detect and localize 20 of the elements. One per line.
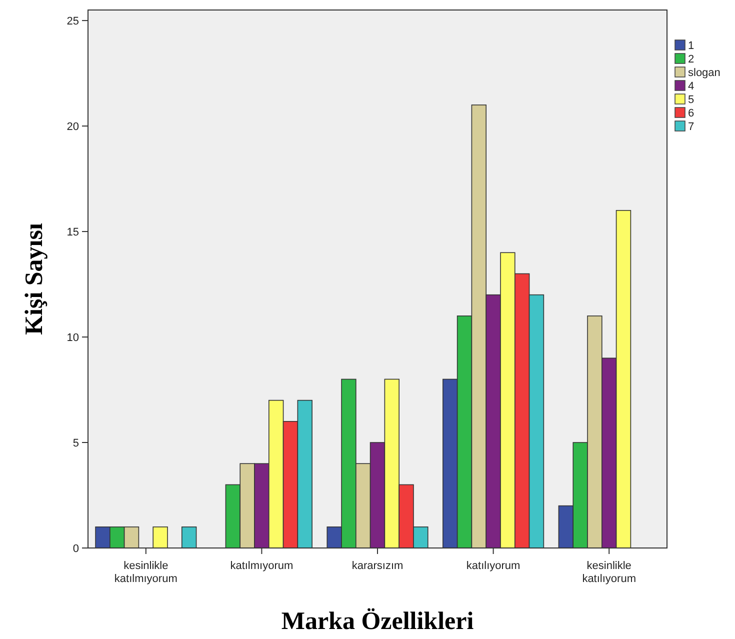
legend-label: 6 (688, 108, 694, 120)
legend-label: slogan (688, 67, 720, 79)
y-tick-label: 15 (66, 226, 79, 238)
y-tick-label: 25 (66, 15, 79, 28)
x-tick-label: kesinlikle katılmıyorum (114, 560, 178, 585)
y-tick-label: 5 (72, 437, 79, 450)
x-tick-label: katılmıyorum (230, 560, 294, 572)
y-tick-label: 10 (66, 332, 79, 344)
legend-label: 1 (688, 40, 694, 52)
y-tick-label: 20 (66, 120, 79, 133)
y-tick-label: 0 (72, 542, 79, 555)
x-tick-label: katılıyorum (466, 560, 520, 572)
legend-label: 7 (688, 121, 694, 133)
legend-label: 5 (688, 94, 694, 106)
legend-label: 2 (688, 54, 694, 66)
x-tick-label: kesinlikle katılıyorum (582, 560, 636, 585)
y-axis-title: Kişi Sayısı (21, 223, 48, 335)
legend-label: 4 (688, 80, 694, 92)
x-axis-title: Marka Özellikleri (281, 608, 474, 635)
x-tick-label: kararsızım (352, 560, 404, 572)
